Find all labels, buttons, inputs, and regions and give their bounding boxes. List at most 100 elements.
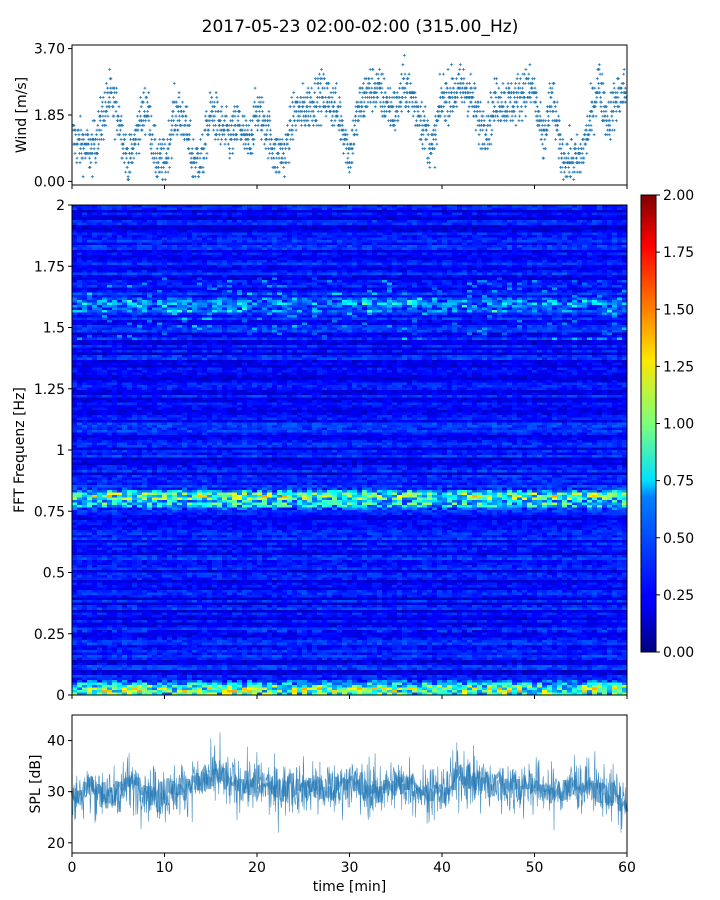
heatmap-cell xyxy=(522,247,528,251)
heatmap-cell xyxy=(352,252,358,256)
heatmap-cell xyxy=(187,260,193,263)
heatmap-cell xyxy=(182,235,188,238)
heatmap-cell xyxy=(507,207,513,211)
heatmap-cell xyxy=(447,230,453,233)
heatmap-cell xyxy=(152,225,158,228)
heatmap-cell xyxy=(512,267,518,271)
heatmap-cell xyxy=(397,245,403,248)
heatmap-cell xyxy=(332,272,338,276)
heatmap-cell xyxy=(82,305,88,308)
heatmap-cell xyxy=(327,282,333,286)
heatmap-cell xyxy=(122,312,128,316)
heatmap-cell xyxy=(127,290,133,293)
heatmap-cell xyxy=(542,270,548,273)
heatmap-cell xyxy=(202,282,208,286)
heatmap-cell xyxy=(177,235,183,238)
heatmap-cell xyxy=(107,252,113,256)
heatmap-cell xyxy=(112,225,118,228)
heatmap-cell xyxy=(362,262,368,266)
heatmap-cell xyxy=(87,282,93,286)
heatmap-cell xyxy=(582,275,588,278)
heatmap-cell xyxy=(122,290,128,293)
heatmap-cell xyxy=(162,295,168,298)
heatmap-cell xyxy=(272,292,278,296)
heatmap-cell xyxy=(447,232,453,236)
heatmap-cell xyxy=(132,242,138,246)
heatmap-cell xyxy=(452,282,458,286)
heatmap-cell xyxy=(77,257,83,261)
heatmap-cell xyxy=(522,225,528,228)
heatmap-cell xyxy=(602,240,608,243)
heatmap-cell xyxy=(437,260,443,263)
heatmap-cell xyxy=(592,300,598,303)
heatmap-cell xyxy=(102,265,108,268)
heatmap-cell xyxy=(302,270,308,273)
heatmap-cell xyxy=(387,315,393,318)
heatmap-cell xyxy=(512,255,518,258)
heatmap-cell xyxy=(522,295,528,298)
heatmap-cell xyxy=(272,310,278,313)
heatmap-cell xyxy=(137,245,143,248)
heatmap-cell xyxy=(617,222,623,226)
heatmap-cell xyxy=(167,297,173,301)
heatmap-cell xyxy=(612,237,618,241)
heatmap-cell xyxy=(512,282,518,286)
heatmap-cell xyxy=(377,265,383,268)
heatmap-cell xyxy=(552,245,558,248)
heatmap-cell xyxy=(287,287,293,291)
heatmap-cell xyxy=(527,295,533,298)
heatmap-cell xyxy=(547,250,553,253)
heatmap-cell xyxy=(387,305,393,308)
heatmap-cell xyxy=(157,220,163,223)
heatmap-cell xyxy=(427,212,433,216)
heatmap-cell xyxy=(557,225,563,228)
heatmap-cell xyxy=(397,302,403,306)
heatmap-cell xyxy=(272,235,278,238)
heatmap-cell xyxy=(492,212,498,216)
heatmap-cell xyxy=(592,270,598,273)
heatmap-cell xyxy=(587,205,593,208)
heatmap-cell xyxy=(577,205,583,208)
heatmap-cell xyxy=(157,282,163,286)
heatmap-cell xyxy=(547,307,553,311)
heatmap-cell xyxy=(282,227,288,231)
heatmap-cell xyxy=(247,220,253,223)
heatmap-cell xyxy=(292,287,298,291)
heatmap-cell xyxy=(417,300,423,303)
heatmap-cell xyxy=(287,297,293,301)
heatmap-cell xyxy=(437,312,443,316)
heatmap-cell xyxy=(367,312,373,316)
heatmap-cell xyxy=(307,245,313,248)
heatmap-cell xyxy=(262,297,268,301)
heatmap-cell xyxy=(177,282,183,286)
heatmap-cell xyxy=(267,282,273,286)
heatmap-cell xyxy=(212,232,218,236)
heatmap-cell xyxy=(342,260,348,263)
heatmap-cell xyxy=(467,220,473,223)
heatmap-cell xyxy=(182,240,188,243)
heatmap-cell xyxy=(402,215,408,218)
heatmap-cell xyxy=(192,215,198,218)
heatmap-cell xyxy=(427,252,433,256)
heatmap-cell xyxy=(582,265,588,268)
heatmap-cell xyxy=(152,272,158,276)
heatmap-cell xyxy=(152,257,158,261)
heatmap-cell xyxy=(347,240,353,243)
heatmap-cell xyxy=(417,265,423,268)
heatmap-cell xyxy=(177,247,183,251)
heatmap-cell xyxy=(532,255,538,258)
heatmap-cell xyxy=(567,265,573,268)
heatmap-cell xyxy=(437,215,443,218)
heatmap-cell xyxy=(287,250,293,253)
heatmap-cell xyxy=(542,205,548,208)
heatmap-cell xyxy=(402,247,408,251)
heatmap-cell xyxy=(572,205,578,208)
heatmap-cell xyxy=(182,222,188,226)
heatmap-cell xyxy=(507,210,513,213)
heatmap-cell xyxy=(202,227,208,231)
heatmap-cell xyxy=(482,220,488,223)
heatmap-cell xyxy=(227,302,233,306)
heatmap-cell xyxy=(492,265,498,268)
heatmap-cell xyxy=(222,300,228,303)
heatmap-cell xyxy=(422,227,428,231)
